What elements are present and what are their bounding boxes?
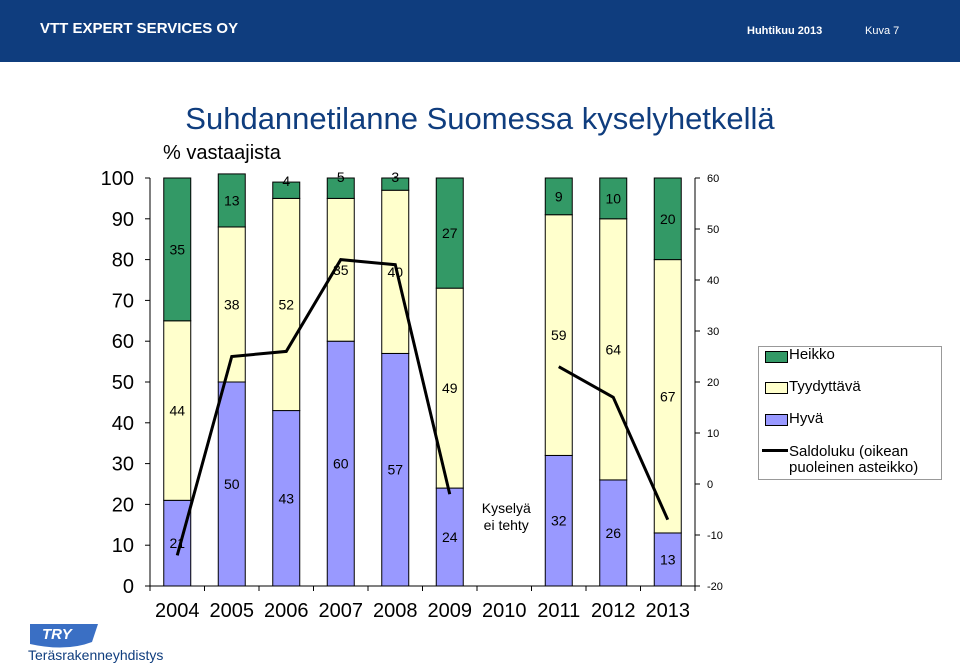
bar-heikko-2009: [435, 177, 464, 289]
page-number: Kuva 7: [865, 25, 900, 37]
data-label-hyvä-2007: 60: [333, 456, 349, 472]
bar-tyydyttävä-2004: [163, 320, 192, 501]
try-logo-icon: TRY: [30, 624, 98, 648]
y-axis-label: % vastaajista: [163, 142, 281, 164]
bar-heikko-2008: [381, 177, 410, 191]
annotation-2010-line-2: ei tehty: [484, 517, 529, 533]
data-label-hyvä-2006: 43: [278, 490, 294, 506]
bar-heikko-2012: [599, 177, 628, 220]
bar-hyvä-2009: [435, 487, 464, 587]
data-label-hyvä-2011: 32: [551, 513, 567, 529]
y2-tick--20: -20: [707, 581, 723, 593]
y-tick-10: 10: [112, 535, 134, 557]
data-label-heikko-2004: 35: [169, 241, 185, 257]
data-label-hyvä-2012: 26: [605, 525, 621, 541]
data-label-hyvä-2009: 24: [442, 529, 458, 545]
x-tick-2010: 2010: [482, 600, 527, 622]
bar-tyydyttävä-2013: [653, 259, 682, 534]
legend-line-saldoluku: [762, 449, 788, 452]
x-tick-2008: 2008: [373, 600, 418, 622]
header-date: Huhtikuu 2013: [747, 25, 823, 37]
x-tick-2011: 2011: [537, 600, 580, 622]
legend-label-tyydyttava: Tyydyttävä: [789, 378, 861, 395]
x-tick-2013: 2013: [646, 600, 691, 622]
y-tick-50: 50: [112, 372, 134, 394]
data-label-tyydyttävä-2011: 59: [551, 327, 567, 343]
legend-swatch-hyva: [765, 414, 788, 426]
bar-heikko-2011: [544, 177, 573, 216]
y2-tick-10: 10: [707, 428, 719, 440]
data-label-heikko-2013: 20: [660, 211, 676, 227]
data-label-tyydyttävä-2006: 52: [278, 296, 294, 312]
x-tick-2004: 2004: [155, 600, 200, 622]
company-name: VTT EXPERT SERVICES OY: [40, 20, 239, 37]
data-label-hyvä-2013: 13: [660, 551, 676, 567]
x-tick-2005: 2005: [210, 600, 255, 622]
legend-swatch-heikko: [765, 351, 788, 363]
bar-hyvä-2008: [381, 352, 410, 587]
chart-title: Suhdannetilanne Suomessa kyselyhetkellä: [185, 101, 775, 136]
bar-tyydyttävä-2012: [599, 218, 628, 481]
y2-tick-0: 0: [707, 479, 713, 491]
bar-heikko-2006: [272, 181, 301, 199]
bar-hyvä-2005: [217, 381, 246, 587]
data-label-heikko-2008: 3: [391, 169, 399, 185]
data-label-heikko-2007: 5: [337, 169, 345, 185]
data-label-heikko-2011: 9: [555, 188, 563, 204]
y2-tick-40: 40: [707, 275, 719, 287]
bar-heikko-2004: [163, 177, 192, 322]
x-tick-2006: 2006: [264, 600, 309, 622]
y-tick-80: 80: [112, 250, 134, 272]
data-label-tyydyttävä-2013: 67: [660, 388, 676, 404]
annotation-2010-line-1: Kyselyä: [482, 500, 531, 516]
bar-hyvä-2006: [272, 410, 301, 587]
data-label-heikko-2006: 4: [282, 173, 290, 189]
y-tick-20: 20: [112, 494, 134, 516]
data-label-tyydyttävä-2004: 44: [169, 403, 185, 419]
y-tick-0: 0: [123, 576, 134, 598]
y-tick-30: 30: [112, 454, 134, 476]
data-label-hyvä-2005: 50: [224, 476, 240, 492]
data-label-tyydyttävä-2005: 38: [224, 296, 240, 312]
bar-heikko-2013: [653, 177, 682, 261]
x-tick-2007: 2007: [319, 600, 364, 622]
x-tick-2012: 2012: [591, 600, 636, 622]
saldoluku-line-segment-1: [175, 258, 452, 556]
data-label-tyydyttävä-2012: 64: [605, 341, 621, 357]
y2-tick-30: 30: [707, 326, 719, 338]
logo-text: TRY: [42, 626, 74, 643]
y2-tick-60: 60: [707, 173, 719, 185]
y2-tick--10: -10: [707, 530, 723, 542]
y-tick-100: 100: [101, 168, 134, 190]
bar-heikko-2005: [217, 173, 246, 228]
legend-label-saldoluku: Saldoluku (oikean puoleinen asteikko): [789, 443, 919, 476]
x-tick-2009: 2009: [428, 600, 473, 622]
organization-name: Teräsrakenneyhdistys: [28, 647, 164, 663]
y-tick-70: 70: [112, 290, 134, 312]
data-label-heikko-2009: 27: [442, 225, 458, 241]
bar-hyvä-2012: [599, 479, 628, 587]
y-tick-40: 40: [112, 413, 134, 435]
data-label-tyydyttävä-2009: 49: [442, 380, 458, 396]
bar-hyvä-2011: [544, 454, 573, 587]
header-bar: VTT EXPERT SERVICES OY Huhtikuu 2013 Kuv…: [0, 0, 960, 62]
y-tick-90: 90: [112, 209, 134, 231]
data-label-heikko-2005: 13: [224, 192, 240, 208]
bar-hyvä-2013: [653, 532, 682, 587]
chart-legend: Heikko Tyydyttävä Hyvä Saldoluku (oikean…: [758, 346, 942, 480]
data-label-hyvä-2008: 57: [387, 462, 403, 478]
saldoluku-line-segment-2: [558, 365, 670, 521]
bar-tyydyttävä-2007: [326, 197, 355, 342]
legend-label-heikko: Heikko: [789, 346, 835, 363]
bar-hyvä-2007: [326, 340, 355, 587]
y-tick-60: 60: [112, 331, 134, 353]
y2-tick-50: 50: [707, 224, 719, 236]
y2-tick-20: 20: [707, 377, 719, 389]
data-label-heikko-2012: 10: [605, 190, 621, 206]
legend-swatch-tyydyttava: [765, 382, 788, 394]
bar-heikko-2007: [326, 177, 355, 199]
legend-label-hyva: Hyvä: [789, 410, 824, 427]
